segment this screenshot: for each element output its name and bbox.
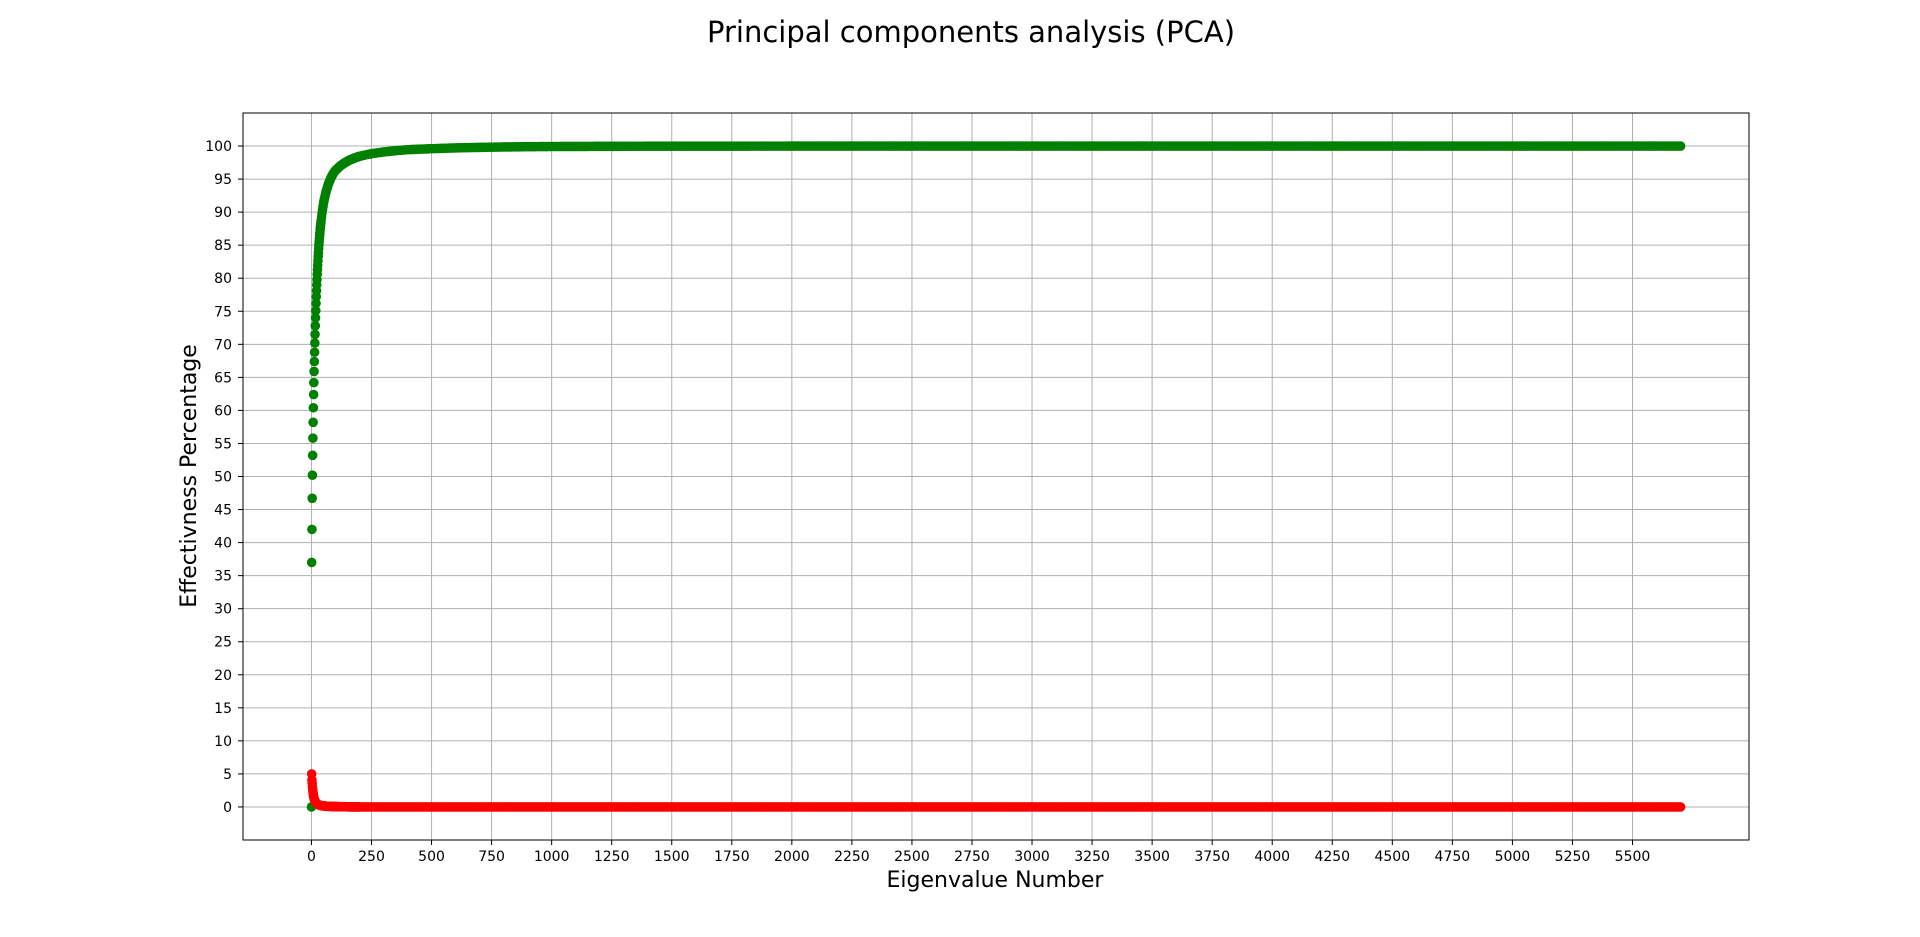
x-tick-label: 500 — [418, 849, 445, 865]
data-point — [308, 417, 318, 428]
data-point — [307, 493, 317, 504]
series-0-markers — [306, 141, 1686, 812]
data-point — [309, 347, 320, 358]
y-tick-label: 55 — [214, 436, 232, 452]
ticks-layer: 0 250 500 750 1000 1250 1500 1750 2000 2250 2500 27… — [205, 139, 1650, 865]
y-tick-label: 5 — [223, 767, 232, 783]
y-tick-label: 75 — [214, 304, 232, 320]
x-tick-label: 1250 — [594, 849, 630, 865]
y-tick-label: 65 — [214, 370, 232, 386]
x-tick-label: 5000 — [1495, 849, 1531, 865]
data-point — [1675, 802, 1686, 812]
x-tick-label: 4250 — [1314, 849, 1350, 865]
x-tick-label: 2000 — [774, 849, 810, 865]
data-point — [307, 524, 317, 535]
data-point — [306, 557, 317, 568]
y-tick-label: 15 — [214, 701, 232, 717]
data-point — [310, 321, 321, 331]
x-tick-label: 2500 — [894, 849, 930, 865]
y-axis-title: Effectivness Percentage — [177, 344, 202, 608]
x-tick-label: 1000 — [534, 849, 570, 865]
data-point — [1675, 141, 1686, 151]
x-tick-label: 250 — [358, 849, 385, 865]
data-point — [310, 338, 320, 348]
y-tick-label: 100 — [205, 139, 232, 155]
chart-title: Principal components analysis (PCA) — [707, 15, 1235, 49]
data-point — [309, 377, 319, 388]
data-point — [307, 470, 318, 480]
y-tick-label: 40 — [214, 536, 232, 552]
y-tick-label: 80 — [214, 271, 232, 287]
data-point — [310, 329, 320, 340]
x-tick-label: 2750 — [954, 849, 990, 865]
series-1-markers — [306, 769, 1686, 812]
y-tick-label: 30 — [214, 602, 232, 618]
x-tick-label: 1750 — [714, 849, 750, 865]
y-tick-label: 95 — [214, 172, 232, 188]
data-point — [308, 389, 319, 400]
y-tick-label: 35 — [214, 569, 232, 585]
points-layer — [306, 141, 1686, 812]
data-point — [309, 356, 320, 367]
x-tick-label: 4750 — [1435, 849, 1471, 865]
x-tick-label: 4500 — [1374, 849, 1410, 865]
x-tick-label: 3250 — [1074, 849, 1110, 865]
y-tick-label: 50 — [214, 470, 232, 486]
y-tick-label: 25 — [214, 635, 232, 651]
x-tick-label: 3750 — [1194, 849, 1230, 865]
x-tick-label: 2250 — [834, 849, 870, 865]
y-tick-label: 45 — [214, 503, 232, 519]
x-tick-label: 5500 — [1615, 849, 1651, 865]
data-point — [310, 313, 321, 323]
x-tick-label: 750 — [478, 849, 505, 865]
y-tick-label: 70 — [214, 337, 232, 353]
x-tick-label: 3500 — [1134, 849, 1170, 865]
y-tick-label: 85 — [214, 238, 232, 254]
data-point — [309, 366, 319, 377]
y-tick-label: 60 — [214, 403, 232, 419]
x-tick-label: 3000 — [1014, 849, 1050, 865]
y-tick-label: 10 — [214, 734, 232, 750]
x-axis-title: Eigenvalue Number — [887, 868, 1105, 893]
x-tick-label: 4000 — [1254, 849, 1290, 865]
x-tick-label: 0 — [307, 849, 316, 865]
data-point — [308, 433, 318, 443]
data-point — [308, 402, 319, 413]
grid-layer — [243, 113, 1749, 840]
y-tick-label: 90 — [214, 205, 232, 221]
x-tick-label: 1500 — [654, 849, 690, 865]
y-tick-label: 0 — [223, 800, 232, 816]
y-tick-label: 20 — [214, 668, 232, 684]
data-point — [310, 305, 321, 316]
data-point — [307, 450, 318, 461]
x-tick-label: 5250 — [1555, 849, 1591, 865]
